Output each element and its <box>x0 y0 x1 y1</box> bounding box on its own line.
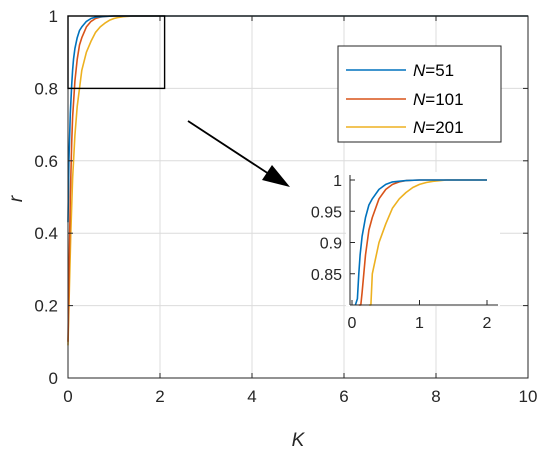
zoom-arrow <box>187 120 290 187</box>
y-tick-label: 0.6 <box>34 152 58 171</box>
legend: N=51 N=101 N=201 <box>337 45 502 143</box>
y-tick-label: 0.4 <box>34 224 58 243</box>
x-tick-label: 2 <box>155 387 164 406</box>
inset-ticks: 0 1 2 0.85 0.9 0.95 1 <box>311 173 492 332</box>
inset-y-tick-label: 0.9 <box>320 236 342 253</box>
x-tick-label: 8 <box>431 387 440 406</box>
legend-label-suffix: =201 <box>425 118 463 137</box>
x-tick-label: 6 <box>339 387 348 406</box>
legend-label-prefix: N <box>413 90 426 109</box>
y-tick-label: 0.2 <box>34 297 58 316</box>
legend-label-prefix: N <box>413 61 426 80</box>
main-axes-frame <box>67 15 529 379</box>
legend-box <box>337 45 502 143</box>
legend-label-n51: N=51 <box>413 61 454 80</box>
x-axis-label: K <box>292 430 306 451</box>
inset-background <box>346 172 500 306</box>
legend-label-prefix: N <box>413 118 426 137</box>
x-tick-label: 10 <box>519 387 538 406</box>
inset-x-tick-label: 2 <box>483 315 492 332</box>
y-axis-label: r <box>6 195 27 202</box>
inset-y-tick-label: 0.95 <box>311 204 342 221</box>
legend-label-suffix: =51 <box>425 61 454 80</box>
inset-axes-frame <box>349 175 498 306</box>
legend-label-suffix: =101 <box>425 90 463 109</box>
y-tick-label: 0 <box>49 369 58 388</box>
inset-x-tick-label: 0 <box>348 315 357 332</box>
inset-series-line <box>368 179 487 306</box>
legend-label-n101: N=101 <box>413 90 464 109</box>
x-tick-label: 4 <box>247 387 256 406</box>
inset-series-line <box>354 179 487 306</box>
y-tick-label: 1 <box>49 7 58 26</box>
zoom-region-box <box>67 15 166 90</box>
legend-label-n201: N=201 <box>413 118 464 137</box>
inset-x-tick-label: 1 <box>415 315 424 332</box>
inset-y-tick-label: 1 <box>333 173 342 190</box>
x-tick-label: 0 <box>63 387 72 406</box>
inset-y-tick-label: 0.85 <box>311 267 342 284</box>
arrow-shaft <box>187 120 273 177</box>
y-tick-label: 0.8 <box>34 79 58 98</box>
arrow-head <box>262 165 290 187</box>
inset-series-lines <box>354 179 487 306</box>
